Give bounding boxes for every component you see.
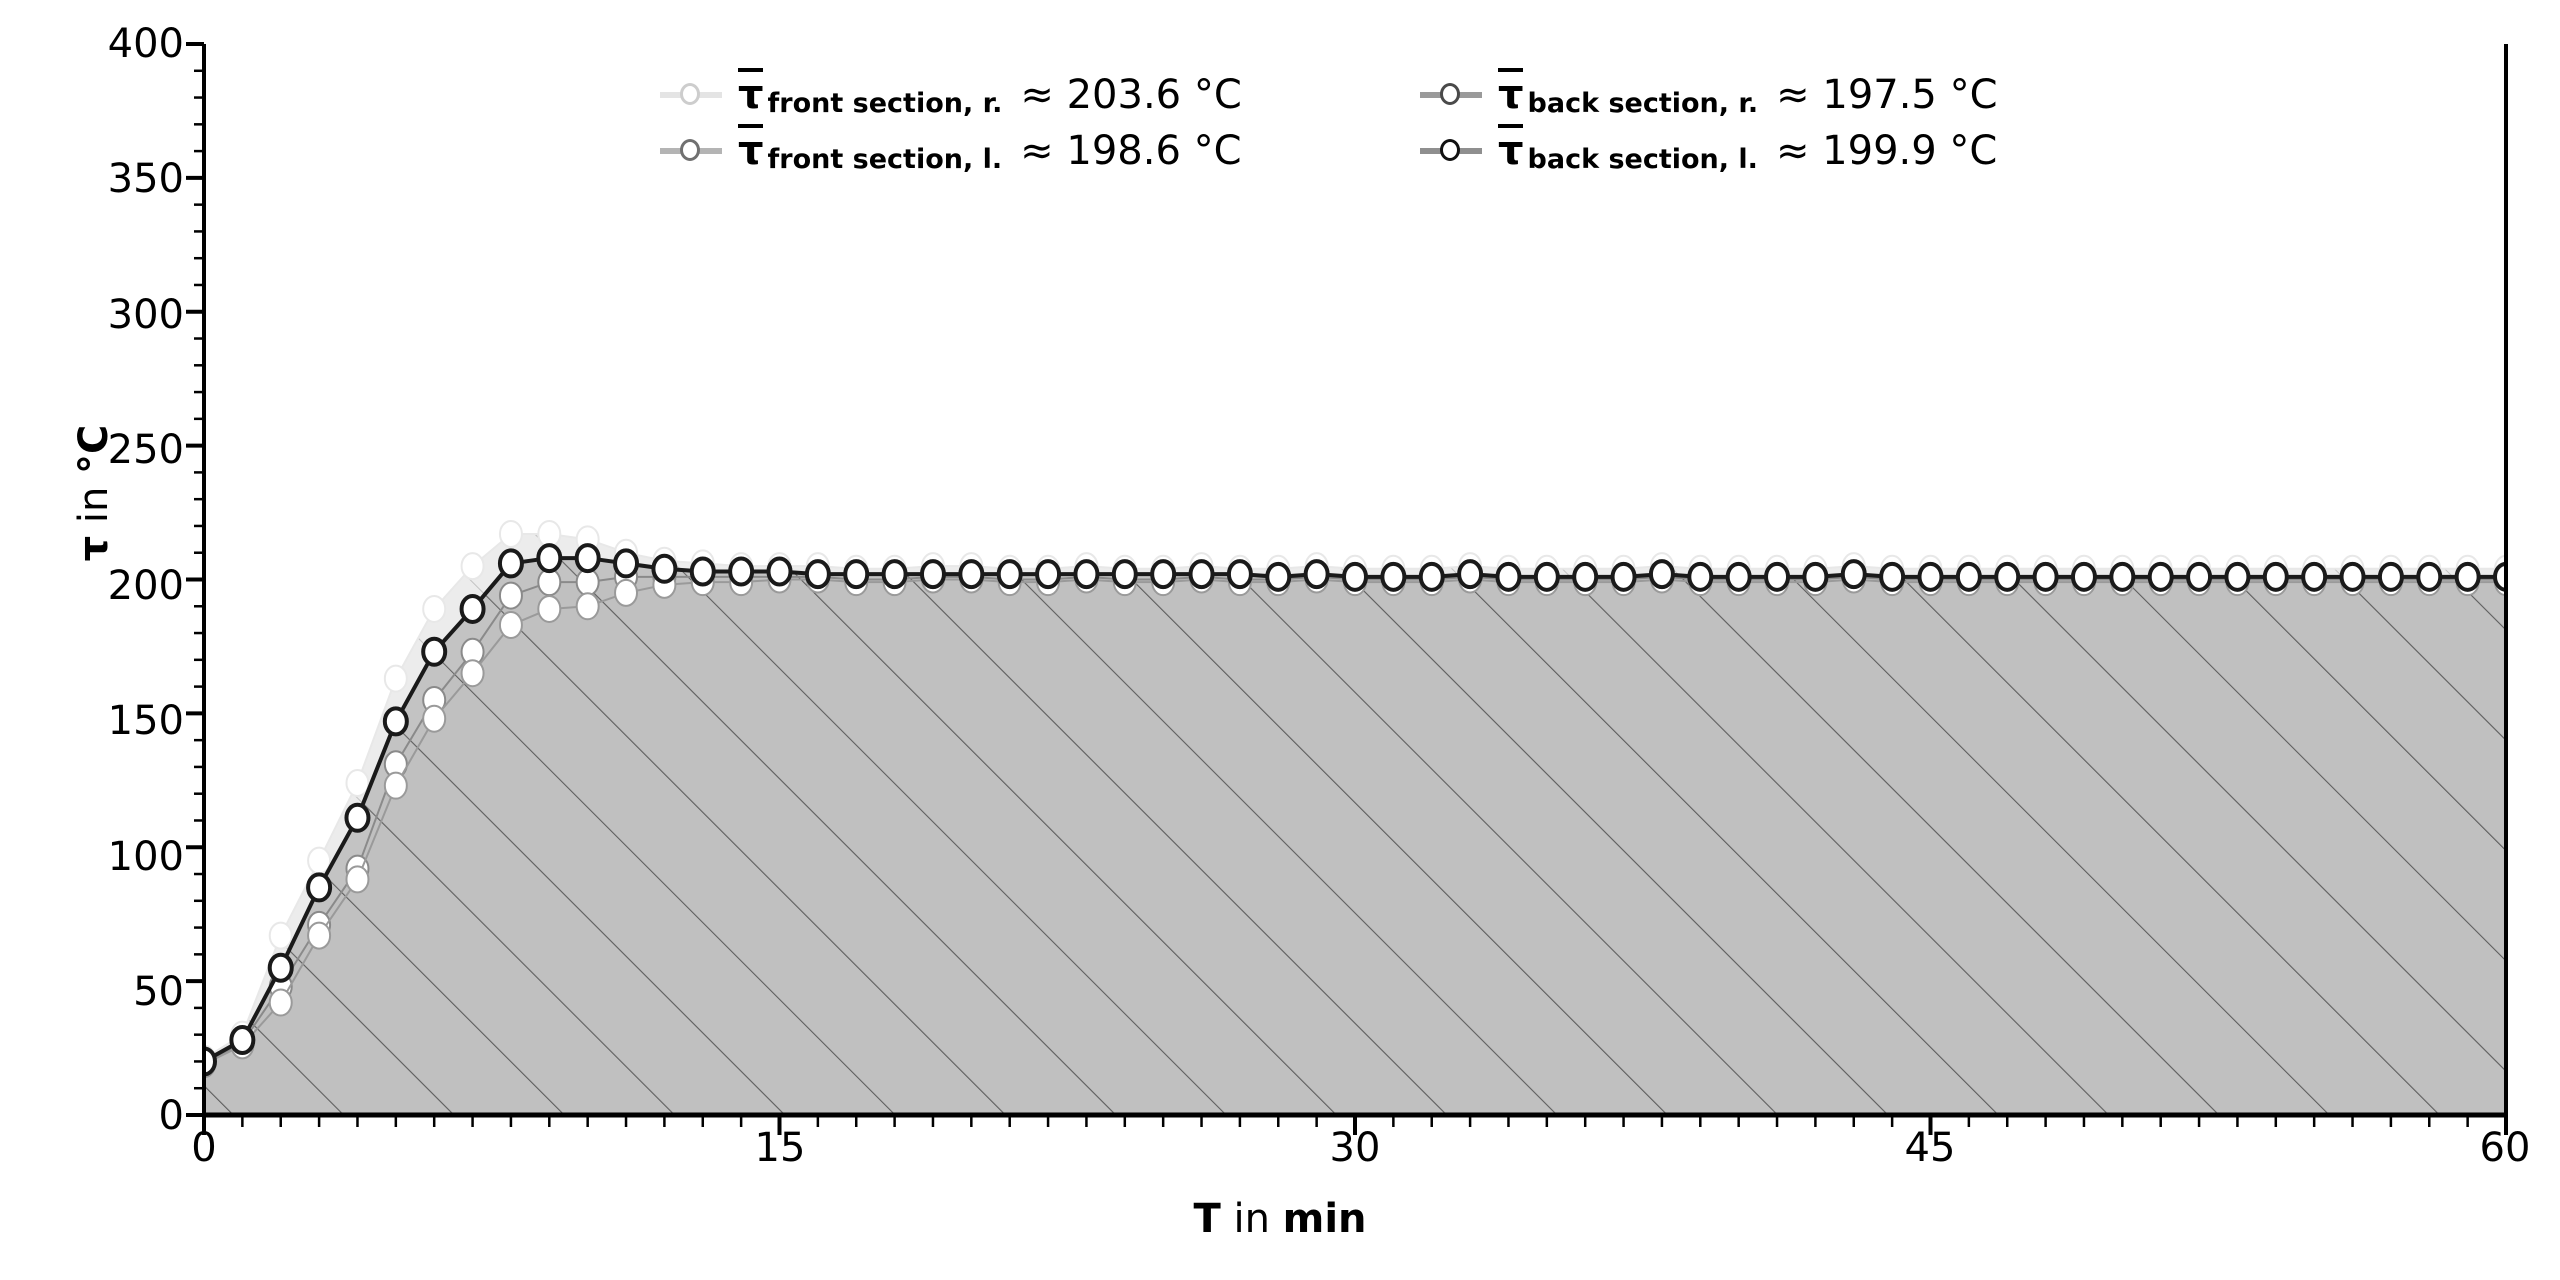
y-axis-title: τ in °C [71, 363, 117, 623]
legend-swatch-front-section-l [660, 135, 722, 165]
y-tick-100: 100 [107, 834, 184, 880]
legend-symbol: τ [1498, 124, 1524, 174]
series-lines [204, 519, 2506, 1079]
legend-value: ≈ 198.6 °C [1020, 128, 1242, 174]
legend-subscript: front section, l. [767, 144, 1003, 175]
y-axis-unit: °C [71, 424, 117, 474]
y-axis-variable: τ [71, 535, 117, 562]
legend-subscript: back section, l. [1527, 144, 1758, 175]
legend-symbol: τ [738, 124, 764, 174]
legend-item-front-section-r[interactable]: τ front section, r. ≈ 203.6 °C [660, 66, 1360, 122]
y-axis-in: in [71, 473, 117, 536]
legend-symbol: τ [738, 68, 764, 118]
x-axis-unit: min [1282, 1196, 1367, 1242]
y-tick-150: 150 [107, 698, 184, 744]
legend-value: ≈ 199.9 °C [1775, 128, 1998, 174]
y-tick-350: 350 [107, 156, 184, 202]
legend-subscript: front section, r. [767, 88, 1003, 119]
legend: τ front section, r. ≈ 203.6 °C τ back se… [660, 66, 2120, 186]
x-tick-45: 45 [1904, 1125, 1956, 1171]
legend-symbol: τ [1498, 68, 1524, 118]
y-tick-200: 200 [107, 563, 184, 609]
x-tick-15: 15 [754, 1125, 806, 1171]
x-axis-title: T in min [0, 1196, 2560, 1242]
x-tick-0: 0 [191, 1125, 217, 1171]
y-tick-labels: 400 350 300 250 200 150 100 50 0 [60, 0, 184, 1280]
legend-label-front-section-l: τ front section, l. ≈ 198.6 °C [738, 124, 1242, 175]
y-tick-50: 50 [133, 969, 184, 1015]
legend-item-back-section-l[interactable]: τ back section, l. ≈ 199.9 °C [1420, 122, 2120, 178]
y-tick-400: 400 [107, 21, 184, 67]
y-tick-300: 300 [107, 292, 184, 338]
legend-label-back-section-l: τ back section, l. ≈ 199.9 °C [1498, 124, 1998, 175]
legend-label-front-section-r: τ front section, r. ≈ 203.6 °C [738, 68, 1242, 119]
x-tick-30: 30 [1329, 1125, 1381, 1171]
legend-value: ≈ 197.5 °C [1776, 72, 1998, 118]
y-tick-0: 0 [158, 1093, 184, 1139]
x-tick-labels: 0 15 30 45 60 [0, 1128, 2560, 1188]
y-tick-250: 250 [107, 427, 184, 473]
legend-item-back-section-r[interactable]: τ back section, r. ≈ 197.5 °C [1420, 66, 2120, 122]
area-fills [204, 533, 2506, 1115]
x-axis-variable: T [1193, 1196, 1221, 1242]
x-tick-60: 60 [2479, 1125, 2531, 1171]
legend-item-front-section-l[interactable]: τ front section, l. ≈ 198.6 °C [660, 122, 1360, 178]
x-axis-in: in [1220, 1196, 1283, 1242]
legend-swatch-back-section-r [1420, 79, 1482, 109]
legend-swatch-front-section-r [660, 79, 722, 109]
legend-subscript: back section, r. [1527, 88, 1759, 119]
legend-swatch-back-section-l [1420, 135, 1482, 165]
axes-group [186, 42, 2508, 1135]
legend-value: ≈ 203.6 °C [1020, 72, 1242, 118]
legend-label-back-section-r: τ back section, r. ≈ 197.5 °C [1498, 68, 1998, 119]
